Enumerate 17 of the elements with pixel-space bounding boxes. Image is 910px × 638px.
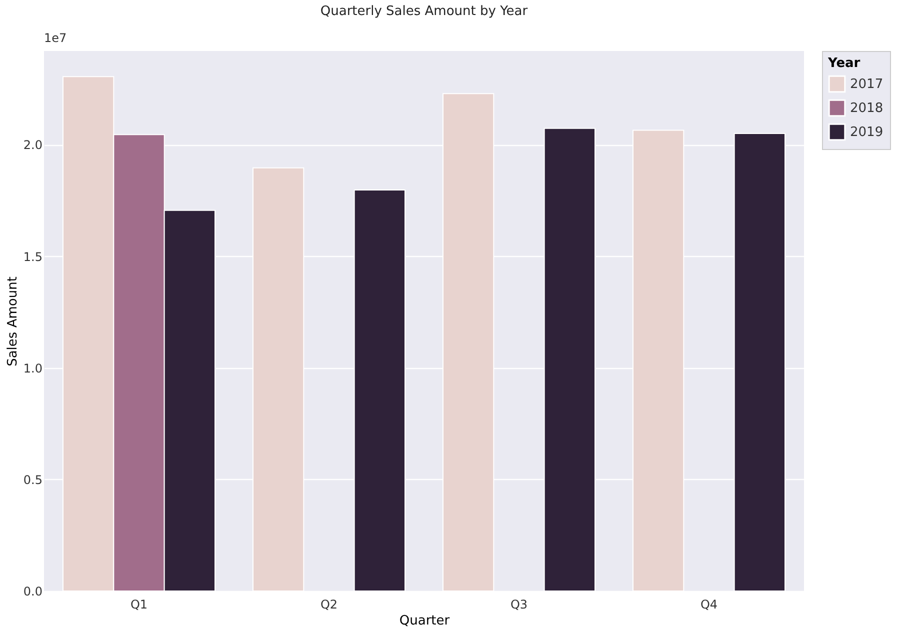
x-tick-label: Q3 <box>510 598 528 612</box>
x-tick-label: Q2 <box>320 598 338 612</box>
y-axis-title: Sales Amount <box>5 276 20 366</box>
y-tick-label: 1.0 <box>23 361 42 376</box>
x-tick-label: Q1 <box>130 598 148 612</box>
x-axis-title: Quarter <box>399 614 450 628</box>
legend-label: 2017 <box>850 77 884 92</box>
text: 1e7 <box>44 31 67 45</box>
y-tick-label: 2.0 <box>23 138 42 152</box>
y-tick-label: 0.0 <box>23 584 42 598</box>
legend-label: 2019 <box>850 125 884 140</box>
chart-title: Quarterly Sales Amount by Year <box>320 4 528 19</box>
y-tick-label: 0.5 <box>23 472 42 487</box>
y-tick-label: 1.5 <box>23 250 42 264</box>
x-tick-label: Q4 <box>700 598 718 612</box>
legend-title: Year <box>827 56 861 71</box>
legend-label: 2018 <box>850 101 884 116</box>
